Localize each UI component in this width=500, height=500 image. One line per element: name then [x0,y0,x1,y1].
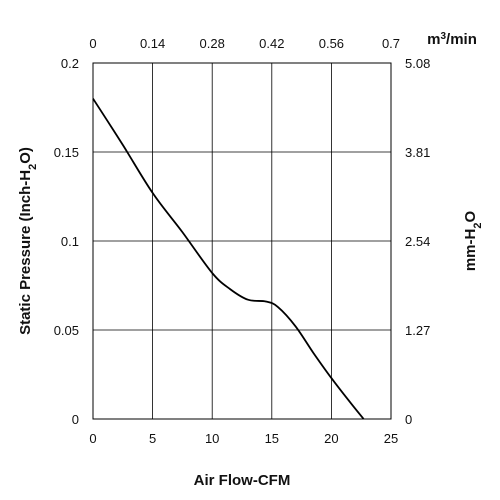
top-tick-label: 0.7 [382,36,400,51]
x-tick-label: 5 [149,431,156,446]
right-tick-label: 5.08 [405,56,430,71]
x-tick-label: 25 [384,431,398,446]
pq-curve-line [92,98,365,420]
right-tick-label: 3.81 [405,145,430,160]
y-axis-title-end: O) [17,147,34,164]
top-axis-title-end: /min [446,31,477,48]
top-tick-label: 0.42 [259,36,284,51]
y-axis-title-main: Static Pressure (Inch-H [17,170,34,335]
top-tick-label: 0 [89,36,96,51]
data-series [92,98,365,420]
right-tick-label: 1.27 [405,323,430,338]
y-axis-title-sub: 2 [27,164,39,170]
y-tick-label: 0 [72,412,79,427]
x-axis-title: Air Flow-CFM [194,472,291,489]
top-tick-label: 0.14 [140,36,165,51]
right-axis-title-sub: 2 [472,223,484,229]
x-tick-label: 20 [324,431,338,446]
top-tick-label: 0.56 [319,36,344,51]
grid-lines [93,63,391,419]
x-tick-label: 0 [89,431,96,446]
x-tick-label: 15 [265,431,279,446]
tick-labels: 0 5 10 15 20 25 0 0.05 0.1 0.15 0.2 0 0.14 0.28 0.42 0.… [54,36,431,446]
right-tick-label: 2.54 [405,234,430,249]
right-tick-label: 0 [405,412,412,427]
right-axis-title: mm-H2O [462,211,484,272]
top-axis-title-main: m [427,31,440,48]
x-tick-label: 10 [205,431,219,446]
y-tick-label: 0.1 [61,234,79,249]
right-axis-title-end: O [462,211,479,223]
top-axis-title-sup: 3 [440,31,446,42]
y-tick-label: 0.05 [54,323,79,338]
right-axis-title-main: mm-H [462,229,479,272]
y-tick-label: 0.15 [54,145,79,160]
y-axis-title: Static Pressure (Inch-H2O) [17,147,39,335]
y-tick-label: 0.2 [61,56,79,71]
plot-frame [92,62,392,420]
top-axis-title: m3/min [427,31,477,49]
top-tick-label: 0.28 [200,36,225,51]
